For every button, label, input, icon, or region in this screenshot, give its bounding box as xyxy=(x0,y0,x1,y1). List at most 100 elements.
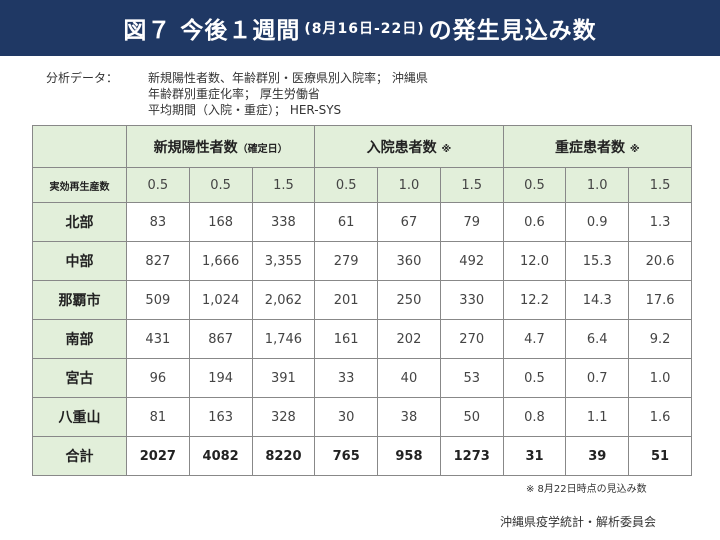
region-label: 北部 xyxy=(32,202,127,242)
table-cell: 51 xyxy=(628,436,692,476)
table-cell: 0.5 xyxy=(502,358,567,398)
region-label: 南部 xyxy=(32,319,127,359)
source-line: 新規陽性者数、年齢群別・医療県別入院率； 沖縄県 xyxy=(148,71,428,85)
table-cell: 30 xyxy=(314,397,379,437)
table-cell: 1,024 xyxy=(188,280,253,320)
table-cell: 867 xyxy=(188,319,253,359)
rt-value: 1.5 xyxy=(439,167,504,203)
table-cell: 67 xyxy=(377,202,441,242)
table-cell: 12.0 xyxy=(502,241,567,281)
table-cell: 492 xyxy=(439,241,504,281)
table-cell: 1.3 xyxy=(628,202,692,242)
table-cell: 431 xyxy=(125,319,190,359)
table-cell: 0.7 xyxy=(565,358,630,398)
group-note: ※ xyxy=(441,143,452,155)
group-label: 重症患者数 xyxy=(555,139,625,156)
table-cell: 827 xyxy=(125,241,190,281)
footnote: ※ 8月22日時点の見込み数 xyxy=(526,484,647,495)
table-cell: 2,062 xyxy=(251,280,316,320)
rt-value: 1.0 xyxy=(565,167,630,203)
table-cell: 202 xyxy=(377,319,441,359)
region-label: 宮古 xyxy=(32,358,127,398)
source-label: 分析データ： xyxy=(46,71,119,85)
table-cell: 1,666 xyxy=(188,241,253,281)
table-cell: 338 xyxy=(251,202,316,242)
table-cell: 4082 xyxy=(188,436,253,476)
table-cell: 1.6 xyxy=(628,397,692,437)
table-cell: 53 xyxy=(439,358,504,398)
table-cell: 40 xyxy=(377,358,441,398)
table-row: 南部 431 867 1,746 161 202 270 4.7 6.4 9.2 xyxy=(32,319,692,359)
table-cell: 509 xyxy=(125,280,190,320)
table-cell: 168 xyxy=(188,202,253,242)
rt-header-row: 実効再生産数 0.5 0.5 1.5 0.5 1.0 1.5 0.5 1.0 1… xyxy=(32,167,692,203)
table-cell: 0.6 xyxy=(502,202,567,242)
group-header-new-cases: 新規陽性者数（確定日） xyxy=(125,125,316,168)
table-cell: 15.3 xyxy=(565,241,630,281)
region-label: 中部 xyxy=(32,241,127,281)
table-cell: 8220 xyxy=(251,436,316,476)
table-cell: 1.0 xyxy=(628,358,692,398)
region-label: 那覇市 xyxy=(32,280,127,320)
table-cell: 81 xyxy=(125,397,190,437)
table-cell: 1273 xyxy=(439,436,504,476)
table-cell: 330 xyxy=(439,280,504,320)
group-header-inpatients: 入院患者数 ※ xyxy=(314,125,504,168)
table-cell: 79 xyxy=(439,202,504,242)
table-cell: 270 xyxy=(439,319,504,359)
table-cell: 33 xyxy=(314,358,379,398)
corner-cell xyxy=(32,125,127,168)
table-cell: 391 xyxy=(251,358,316,398)
table-cell: 20.6 xyxy=(628,241,692,281)
page-title: 図７ 今後１週間 (8月16日-22日) の発生見込み数 xyxy=(0,0,720,56)
table-row: 八重山 81 163 328 30 38 50 0.8 1.1 1.6 xyxy=(32,397,692,437)
title-main: 図７ 今後１週間 xyxy=(123,18,301,44)
table-row: 宮古 96 194 391 33 40 53 0.5 0.7 1.0 xyxy=(32,358,692,398)
table-cell: 250 xyxy=(377,280,441,320)
rt-value: 0.5 xyxy=(125,167,190,203)
table-cell: 2027 xyxy=(125,436,190,476)
table-cell: 360 xyxy=(377,241,441,281)
rt-value: 0.5 xyxy=(188,167,253,203)
table-cell: 958 xyxy=(377,436,441,476)
rt-value: 1.0 xyxy=(377,167,441,203)
group-label: 入院患者数 xyxy=(366,139,437,156)
table-cell: 96 xyxy=(125,358,190,398)
table-cell: 61 xyxy=(314,202,379,242)
table-cell: 1.1 xyxy=(565,397,630,437)
group-note: （確定日） xyxy=(237,143,288,155)
table-cell: 17.6 xyxy=(628,280,692,320)
table-cell: 328 xyxy=(251,397,316,437)
table-cell: 0.8 xyxy=(502,397,567,437)
table-cell: 3,355 xyxy=(251,241,316,281)
rt-value: 1.5 xyxy=(251,167,316,203)
table-row: 中部 827 1,666 3,355 279 360 492 12.0 15.3… xyxy=(32,241,692,281)
title-period: (8月16日-22日) xyxy=(304,21,425,37)
source-line: 平均期間（入院・重症）； HER-SYS xyxy=(148,103,342,117)
table-cell: 4.7 xyxy=(502,319,567,359)
title-suffix: の発生見込み数 xyxy=(428,18,597,44)
table-cell: 83 xyxy=(125,202,190,242)
rt-value: 0.5 xyxy=(314,167,379,203)
rt-label: 実効再生産数 xyxy=(32,167,127,203)
data-source-note: 分析データ： 新規陽性者数、年齢群別・医療県別入院率； 沖縄県 年齢群別重症化率… xyxy=(46,70,428,118)
table-cell: 38 xyxy=(377,397,441,437)
total-row: 合計 2027 4082 8220 765 958 1273 31 39 51 xyxy=(32,436,692,476)
table-cell: 279 xyxy=(314,241,379,281)
table-cell: 0.9 xyxy=(565,202,630,242)
table-cell: 201 xyxy=(314,280,379,320)
table-row: 那覇市 509 1,024 2,062 201 250 330 12.2 14.… xyxy=(32,280,692,320)
total-label: 合計 xyxy=(32,436,127,476)
table-cell: 14.3 xyxy=(565,280,630,320)
table-cell: 765 xyxy=(314,436,379,476)
group-label: 新規陽性者数 xyxy=(153,139,238,156)
group-header-severe: 重症患者数 ※ xyxy=(502,125,693,168)
forecast-table: 新規陽性者数（確定日） 入院患者数 ※ 重症患者数 ※ 実効再生産数 0.5 0… xyxy=(32,125,693,476)
table-cell: 12.2 xyxy=(502,280,567,320)
table-header-row: 新規陽性者数（確定日） 入院患者数 ※ 重症患者数 ※ xyxy=(32,125,693,168)
credit-text: 沖縄県疫学統計・解析委員会 xyxy=(500,515,657,529)
source-line: 年齢群別重症化率； 厚生労働省 xyxy=(148,87,320,101)
rt-value: 0.5 xyxy=(502,167,567,203)
rt-value: 1.5 xyxy=(628,167,692,203)
table-cell: 31 xyxy=(502,436,567,476)
